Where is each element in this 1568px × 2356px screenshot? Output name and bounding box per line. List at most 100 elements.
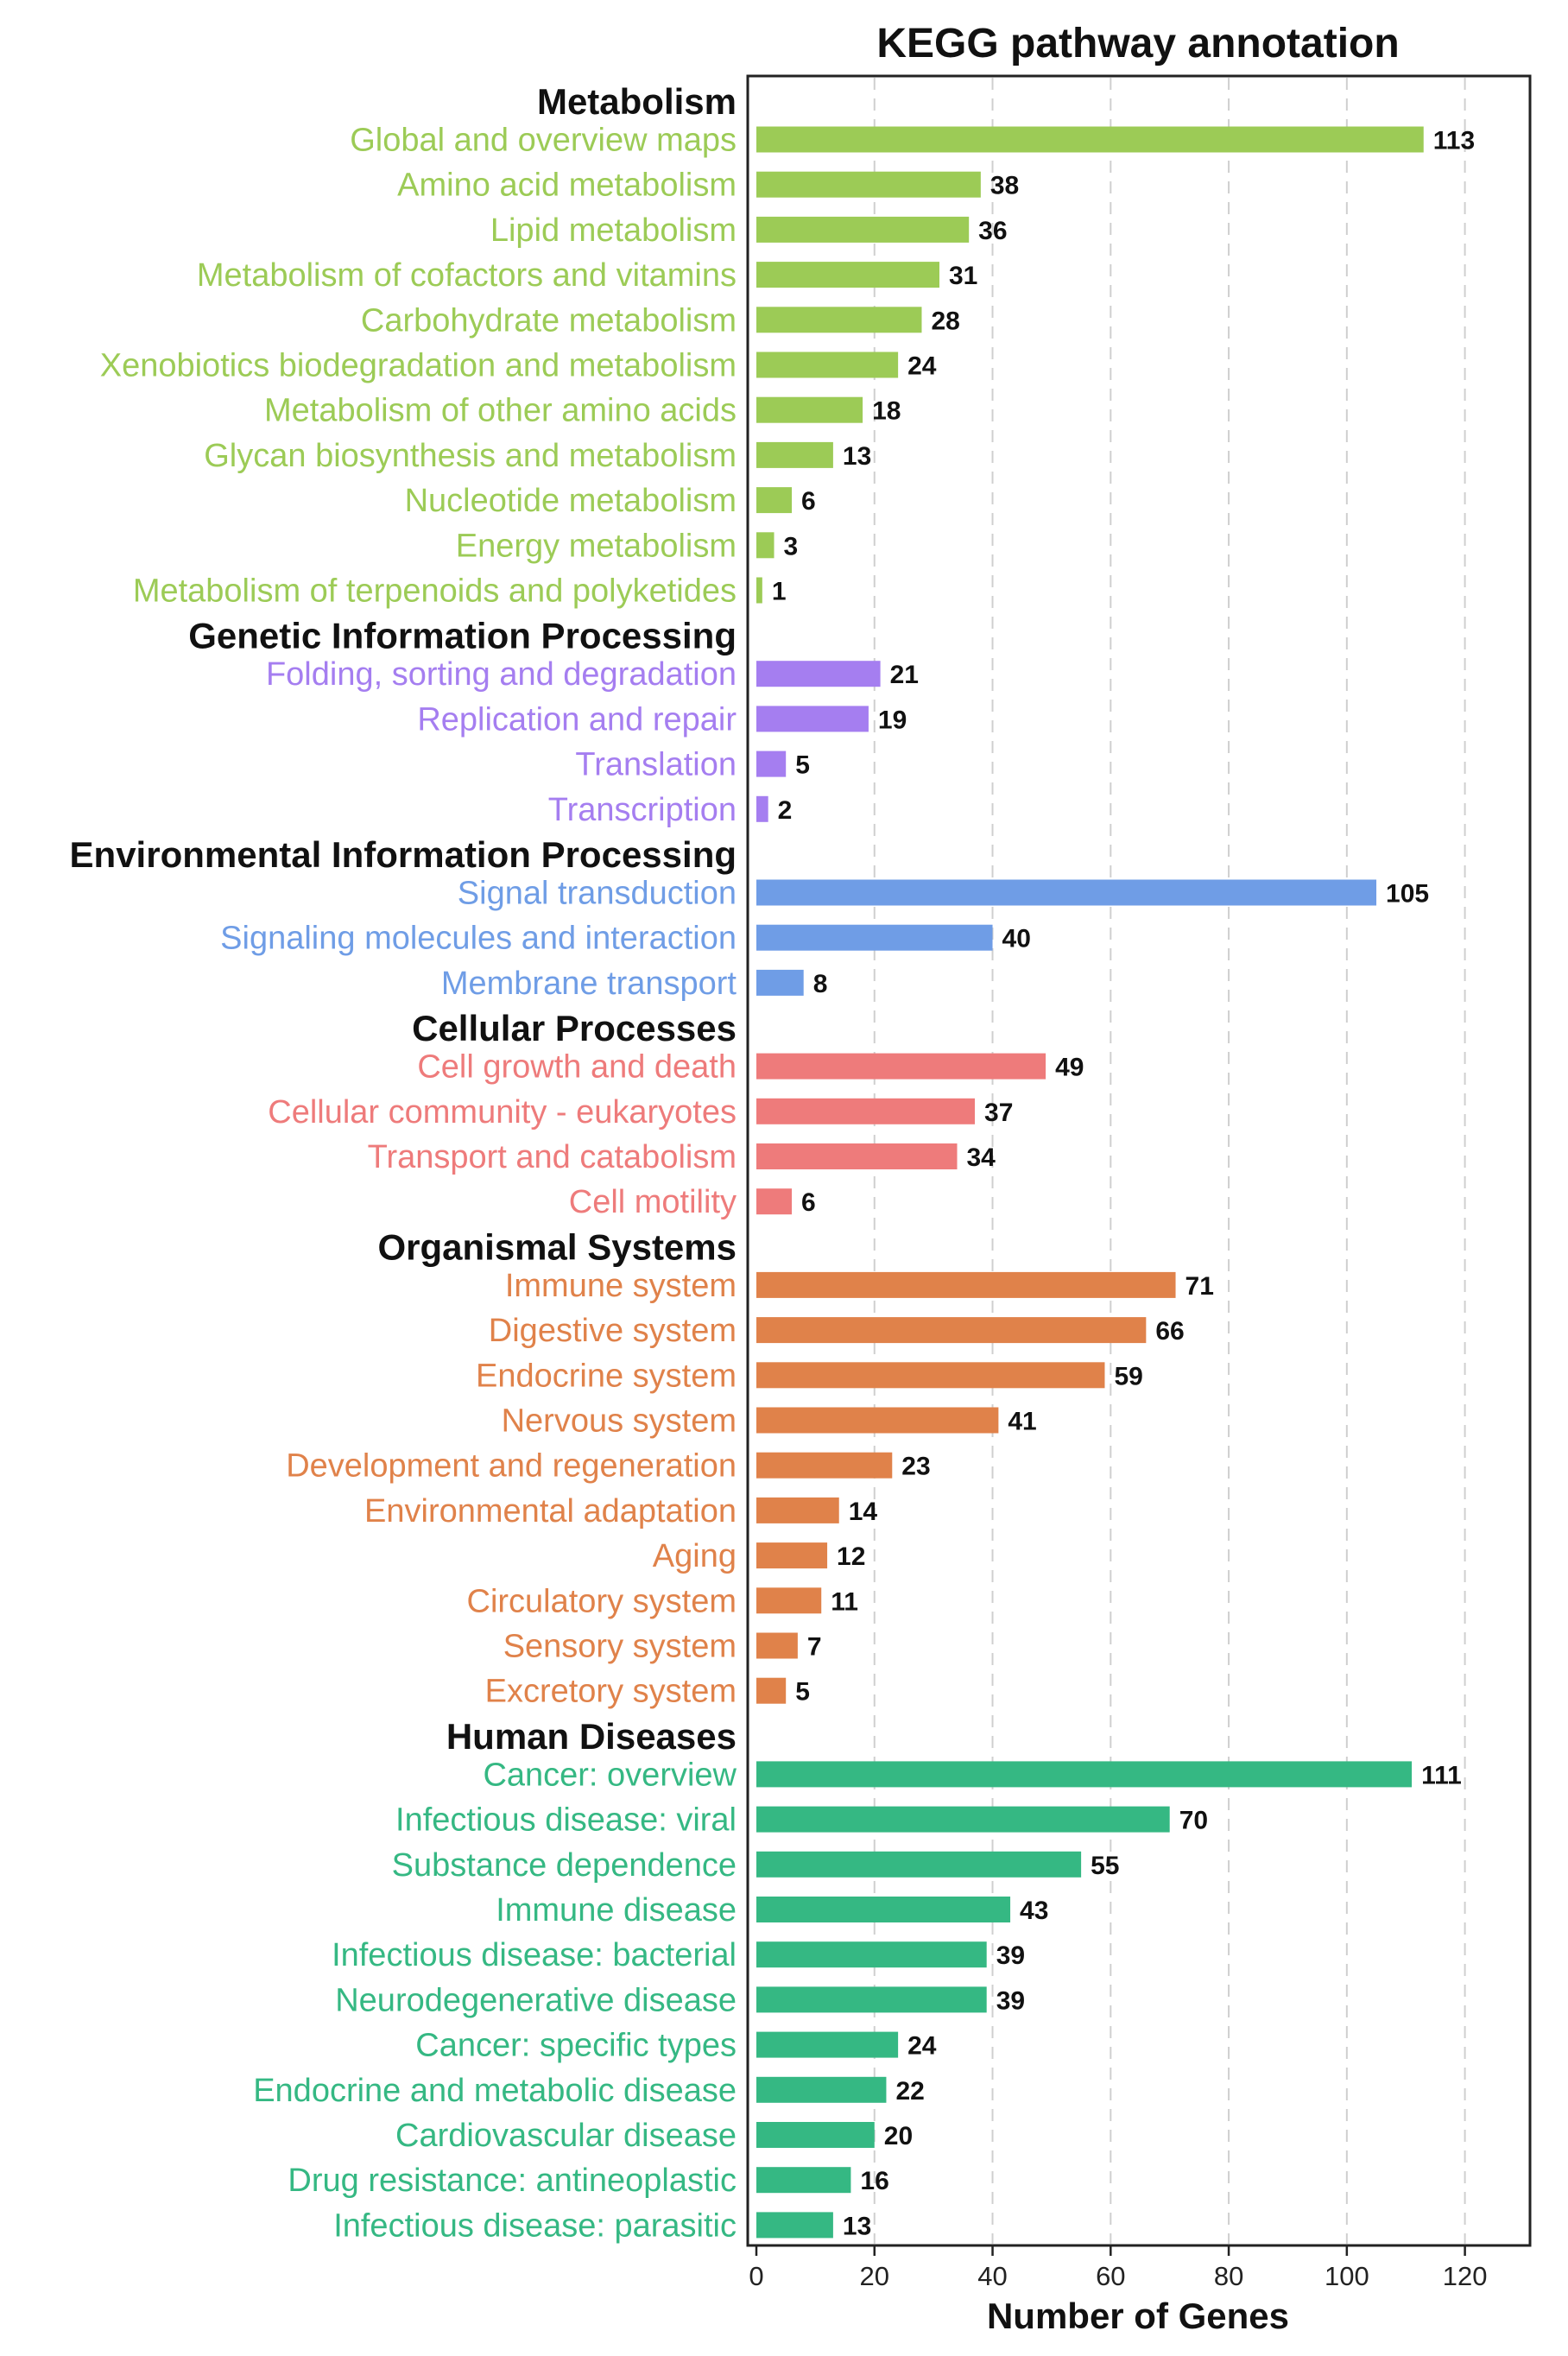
value-label: 70 (1179, 1807, 1208, 1835)
category-label: Immune disease (496, 1892, 737, 1928)
group-header: Environmental Information Processing (70, 834, 737, 875)
value-label: 5 (795, 751, 810, 780)
category-label: Signaling molecules and interaction (220, 921, 737, 957)
category-label: Digestive system (489, 1313, 737, 1349)
x-tick-label: 120 (1443, 2261, 1488, 2291)
x-axis: 0 20 40 60 80 100 120 (749, 2245, 1487, 2291)
category-label: Nucleotide metabolism (405, 483, 737, 519)
group-header: Organismal Systems (377, 1226, 737, 1267)
x-tick-label: 0 (749, 2261, 763, 2291)
value-label: 12 (837, 1542, 865, 1571)
bar (756, 1941, 987, 1968)
value-label: 14 (849, 1498, 878, 1526)
value-label: 34 (967, 1143, 996, 1172)
value-label: 40 (1002, 925, 1031, 953)
bar (756, 487, 793, 514)
value-label: 43 (1020, 1897, 1048, 1925)
bar (756, 441, 833, 468)
category-label: Lipid metabolism (490, 212, 737, 249)
value-label: 24 (907, 352, 937, 381)
value-label: 5 (795, 1678, 810, 1707)
category-label: Cancer: overview (483, 1757, 737, 1793)
bar (756, 879, 1377, 906)
category-label: Xenobiotics biodegradation and metabolis… (100, 348, 737, 384)
bar (756, 661, 881, 687)
group-header: Metabolism (537, 81, 737, 122)
bar (756, 924, 993, 951)
value-label: 111 (1421, 1761, 1462, 1789)
bar (756, 1362, 1105, 1389)
bar (756, 1806, 1170, 1833)
bar (756, 1986, 987, 2013)
bar (756, 1317, 1147, 1344)
value-label: 19 (878, 706, 907, 734)
category-label: Cell motility (569, 1184, 737, 1220)
category-label: Sensory system (503, 1629, 737, 1665)
category-label: Cell growth and death (417, 1049, 737, 1086)
x-axis-label: Number of Genes (987, 2296, 1289, 2336)
bar (756, 1542, 828, 1569)
x-tick-label: 40 (977, 2261, 1007, 2291)
bar (756, 2212, 833, 2239)
value-label: 3 (784, 532, 799, 560)
bars (756, 126, 1424, 2239)
bar (756, 1271, 1176, 1298)
category-label: Signal transduction (458, 876, 737, 912)
value-label: 37 (984, 1099, 1013, 1127)
category-label: Infectious disease: viral (395, 1802, 737, 1839)
bar (756, 750, 787, 777)
value-label: 59 (1114, 1362, 1142, 1390)
bar (756, 1761, 1413, 1788)
plot-frame (746, 74, 1532, 2247)
bar (756, 2031, 899, 2058)
category-label: Membrane transport (441, 966, 737, 1002)
bar (756, 1053, 1046, 1080)
value-label: 18 (872, 397, 901, 426)
category-label: Infectious disease: parasitic (333, 2207, 737, 2244)
bar (756, 2167, 851, 2194)
value-label: 22 (895, 2077, 924, 2106)
category-label: Aging (653, 1538, 737, 1574)
category-label: Environmental adaptation (364, 1493, 737, 1530)
bar (756, 126, 1424, 153)
value-label: 23 (901, 1453, 930, 1481)
category-label: Endocrine and metabolic disease (253, 2073, 737, 2109)
category-label: Endocrine system (476, 1358, 737, 1394)
bar (756, 1143, 958, 1169)
value-label: 1 (772, 578, 787, 606)
value-label: 7 (807, 1633, 822, 1662)
category-label: Infectious disease: bacterial (332, 1937, 737, 1973)
bar (756, 1587, 822, 1614)
value-label: 28 (931, 307, 959, 335)
bar (756, 2076, 887, 2103)
value-label: 66 (1155, 1317, 1184, 1346)
value-label: 24 (907, 2032, 937, 2061)
category-label: Transport and catabolism (368, 1139, 737, 1175)
category-label: Excretory system (485, 1674, 737, 1710)
bar (756, 307, 922, 333)
category-label: Metabolism of other amino acids (264, 393, 737, 429)
x-tick-label: 100 (1325, 2261, 1369, 2291)
bar (756, 1188, 793, 1215)
category-label: Circulatory system (467, 1583, 737, 1619)
category-label: Metabolism of terpenoids and polyketides (133, 573, 737, 610)
value-label: 13 (843, 442, 871, 471)
bar (756, 352, 899, 378)
value-label: 20 (884, 2122, 913, 2150)
value-labels: 1133836312824181363121195210540849373467… (772, 127, 1475, 2241)
value-label: 39 (996, 1941, 1025, 1970)
category-label: Development and regeneration (286, 1448, 737, 1485)
bar (756, 969, 804, 996)
category-label: Translation (575, 747, 737, 783)
category-label: Immune system (505, 1268, 737, 1304)
bar (756, 1407, 999, 1434)
category-label: Nervous system (502, 1403, 737, 1440)
x-tick-label: 60 (1096, 2261, 1125, 2291)
category-label: Cancer: specific types (415, 2028, 737, 2064)
category-label: Energy metabolism (456, 528, 737, 564)
bar (756, 795, 768, 822)
bar (756, 396, 863, 423)
bar (756, 2122, 875, 2148)
category-label: Metabolism of cofactors and vitamins (197, 257, 737, 294)
